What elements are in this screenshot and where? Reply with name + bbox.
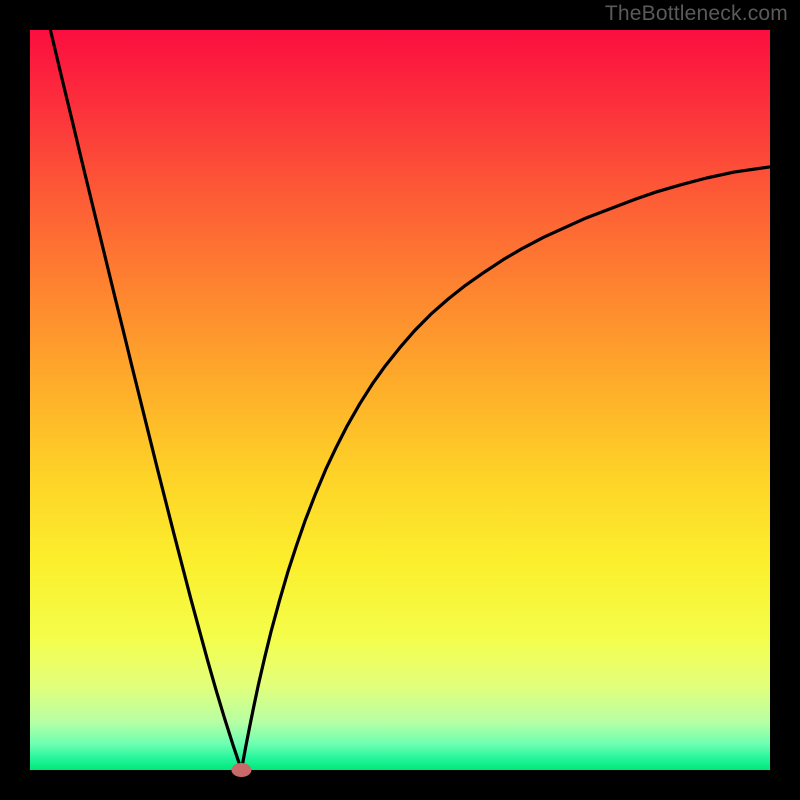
bottleneck-marker <box>231 763 251 777</box>
bottleneck-chart <box>0 0 800 800</box>
chart-root: TheBottleneck.com <box>0 0 800 800</box>
watermark-text: TheBottleneck.com <box>605 2 788 26</box>
